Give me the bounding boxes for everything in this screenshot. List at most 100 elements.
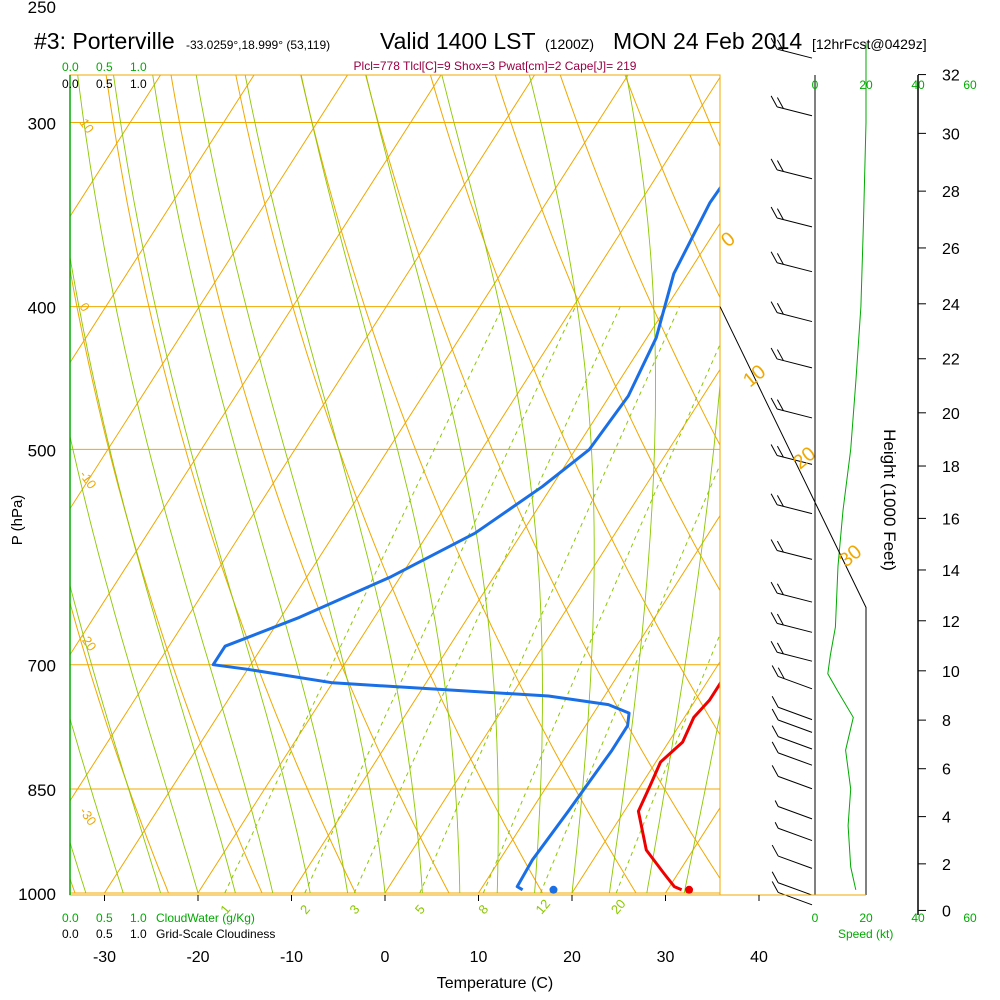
mixing-ratio-label: 12 <box>532 896 553 917</box>
height-tick-label: 28 <box>942 184 960 201</box>
mixing-ratio-label: 3 <box>346 902 362 917</box>
wind-barb-flag <box>770 251 778 264</box>
moist-adiabat <box>70 583 162 894</box>
moist-adiabat <box>441 75 543 894</box>
x-tick-label: -20 <box>186 949 209 966</box>
x-tick-label: -30 <box>93 949 116 966</box>
wind-barb-staff <box>778 775 813 790</box>
mixing-ratio-label: 8 <box>475 902 491 917</box>
isotherm-line <box>759 6 1000 893</box>
dry-adiabat <box>559 75 720 447</box>
moist-adiabat <box>113 75 311 894</box>
wind-barb-staff <box>778 719 813 733</box>
wind-barb-flag <box>770 301 778 313</box>
adiabat-label: -10 <box>77 468 100 492</box>
isotherm-line <box>571 660 720 894</box>
x-tick-label: 0 <box>381 949 390 966</box>
wind-barb-flag <box>776 495 784 507</box>
cloudiness-label: Grid-Scale Cloudiness <box>156 927 275 941</box>
mixing-ratio-line <box>304 306 576 894</box>
cloud-scale-bottom-black: 1.0 <box>130 927 147 941</box>
wind-barb-staff <box>778 752 813 766</box>
wind-barb-flag <box>777 667 785 679</box>
cloud-scale-bottom-green: 0.5 <box>96 911 113 925</box>
wind-barb-flag <box>776 39 784 51</box>
axes: Plcl=778 Tlcl[C]=9 Shox=3 Pwat[cm]=2 Cap… <box>9 0 977 992</box>
wind-barb <box>771 665 813 690</box>
isotherm-line <box>291 222 720 894</box>
wind-barb-staff <box>778 827 813 842</box>
wind-barb-staff <box>778 855 813 869</box>
chart-header: #3: Porterville -33.0259°,18.999° (53,11… <box>0 26 1000 60</box>
wind-barb-flag <box>770 612 778 624</box>
wind-barb-flag <box>776 583 784 595</box>
isotherm-line <box>0 6 18 893</box>
mixing-ratio-line <box>419 306 680 894</box>
x-tick-label: 40 <box>750 949 768 966</box>
wind-barb-staff <box>778 891 813 906</box>
moist-adiabat <box>70 434 199 894</box>
height-tick-label: 24 <box>942 297 960 314</box>
moist-adiabat <box>70 717 124 894</box>
speed-tick-bottom: 20 <box>859 911 873 925</box>
height-tick-label: 14 <box>942 563 960 580</box>
mixing-ratio-line <box>482 343 720 894</box>
y2-axis-label: Height (1000 Feet) <box>880 429 899 571</box>
wind-barb <box>770 539 813 560</box>
height-tick-label: 30 <box>942 126 960 143</box>
height-tick-label: 32 <box>942 68 960 85</box>
wind-barb <box>770 251 813 273</box>
isotherm-line <box>478 514 720 894</box>
height-tick-label: 6 <box>942 762 951 779</box>
cloud-scale-top-black: 0.0 <box>62 77 79 91</box>
wind-barb-half <box>774 822 779 829</box>
wind-barb <box>771 725 813 750</box>
speed-tick-top: 60 <box>963 78 977 92</box>
dry-adiabat <box>105 75 356 894</box>
speed-tick-bottom: 0 <box>812 911 819 925</box>
moist-adiabat <box>683 712 720 894</box>
forecast-run: [12hrFcst@0429z] <box>812 36 927 52</box>
moist-adiabat <box>646 378 720 894</box>
mixing-ratio-line <box>540 463 720 894</box>
profile-lines <box>211 37 867 906</box>
height-frame-line <box>719 306 867 895</box>
wind-barb-flag <box>776 445 784 458</box>
wind-barb-flag <box>776 160 784 172</box>
speed-axis-label: Speed (kt) <box>838 927 893 941</box>
wind-barb <box>774 800 813 820</box>
adiabat-label: 0 <box>77 300 93 315</box>
wind-barb-staff <box>776 408 813 419</box>
mixing-ratio-label: 2 <box>297 902 313 917</box>
profile-clip <box>211 185 720 892</box>
background-lines: 1 2 3 5 8 12 20 <box>0 0 1000 917</box>
wind-barbs <box>770 37 813 906</box>
wind-barb-flag <box>776 540 784 553</box>
mixing-ratio-line <box>224 306 504 894</box>
wind-barb-flag <box>770 493 778 505</box>
height-tick-label: 26 <box>942 241 960 258</box>
wind-barb-staff <box>776 622 813 633</box>
dry-adiabat <box>235 75 543 894</box>
wind-barb-flag <box>770 206 778 219</box>
dry-adiabat <box>840 0 1000 893</box>
wind-barb-flag <box>776 208 784 220</box>
wind-barb-staff <box>776 217 813 228</box>
pressure-tick-label: 300 <box>28 114 56 133</box>
wind-barb <box>774 822 813 842</box>
wind-barb-staff <box>778 882 813 896</box>
wind-barb-flag <box>776 349 784 361</box>
mixing-ratio-label: 5 <box>412 902 428 917</box>
pressure-tick-label: 850 <box>28 781 56 800</box>
wind-barb-flag <box>770 444 778 456</box>
wind-barb <box>771 871 813 896</box>
plot-frame <box>69 74 919 915</box>
wind-barb <box>770 347 813 369</box>
wind-barb-flag <box>776 642 784 655</box>
cloud-scale-bottom-green: 1.0 <box>130 911 147 925</box>
wind-barb-staff <box>776 48 813 59</box>
wind-barb-staff <box>776 262 813 273</box>
wind-barb-staff <box>776 312 813 323</box>
dry-adiabat <box>70 267 263 894</box>
